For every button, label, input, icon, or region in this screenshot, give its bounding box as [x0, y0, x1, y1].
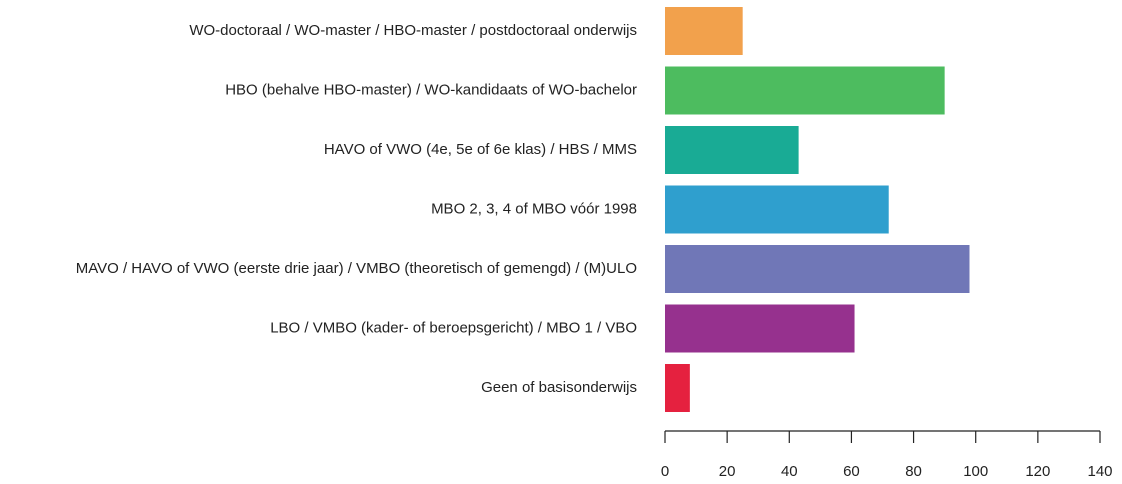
- y-tick-label: MAVO / HAVO of VWO (eerste drie jaar) / …: [76, 260, 637, 277]
- x-tick-label: 60: [843, 463, 860, 480]
- x-tick-label: 100: [963, 463, 988, 480]
- y-tick-label: WO-doctoraal / WO-master / HBO-master / …: [189, 22, 637, 39]
- x-tick-label: 40: [781, 463, 798, 480]
- bar: [665, 304, 855, 353]
- x-tick-label: 80: [905, 463, 922, 480]
- y-tick-label: MBO 2, 3, 4 of MBO vóór 1998: [431, 200, 637, 217]
- y-tick-label: HBO (behalve HBO-master) / WO-kandidaats…: [225, 81, 637, 98]
- y-tick-label: LBO / VMBO (kader- of beroepsgericht) / …: [270, 319, 637, 336]
- bar: [665, 66, 945, 115]
- bar: [665, 364, 690, 412]
- bar: [665, 126, 799, 174]
- y-tick-label: HAVO of VWO (4e, 5e of 6e klas) / HBS / …: [324, 141, 637, 158]
- bar: [665, 7, 743, 55]
- x-tick-label: 140: [1087, 463, 1112, 480]
- x-tick-label: 0: [661, 463, 669, 480]
- bar: [665, 185, 889, 234]
- x-tick-label: 20: [719, 463, 736, 480]
- y-tick-label: Geen of basisonderwijs: [481, 379, 637, 396]
- bar: [665, 245, 970, 293]
- x-tick-label: 120: [1025, 463, 1050, 480]
